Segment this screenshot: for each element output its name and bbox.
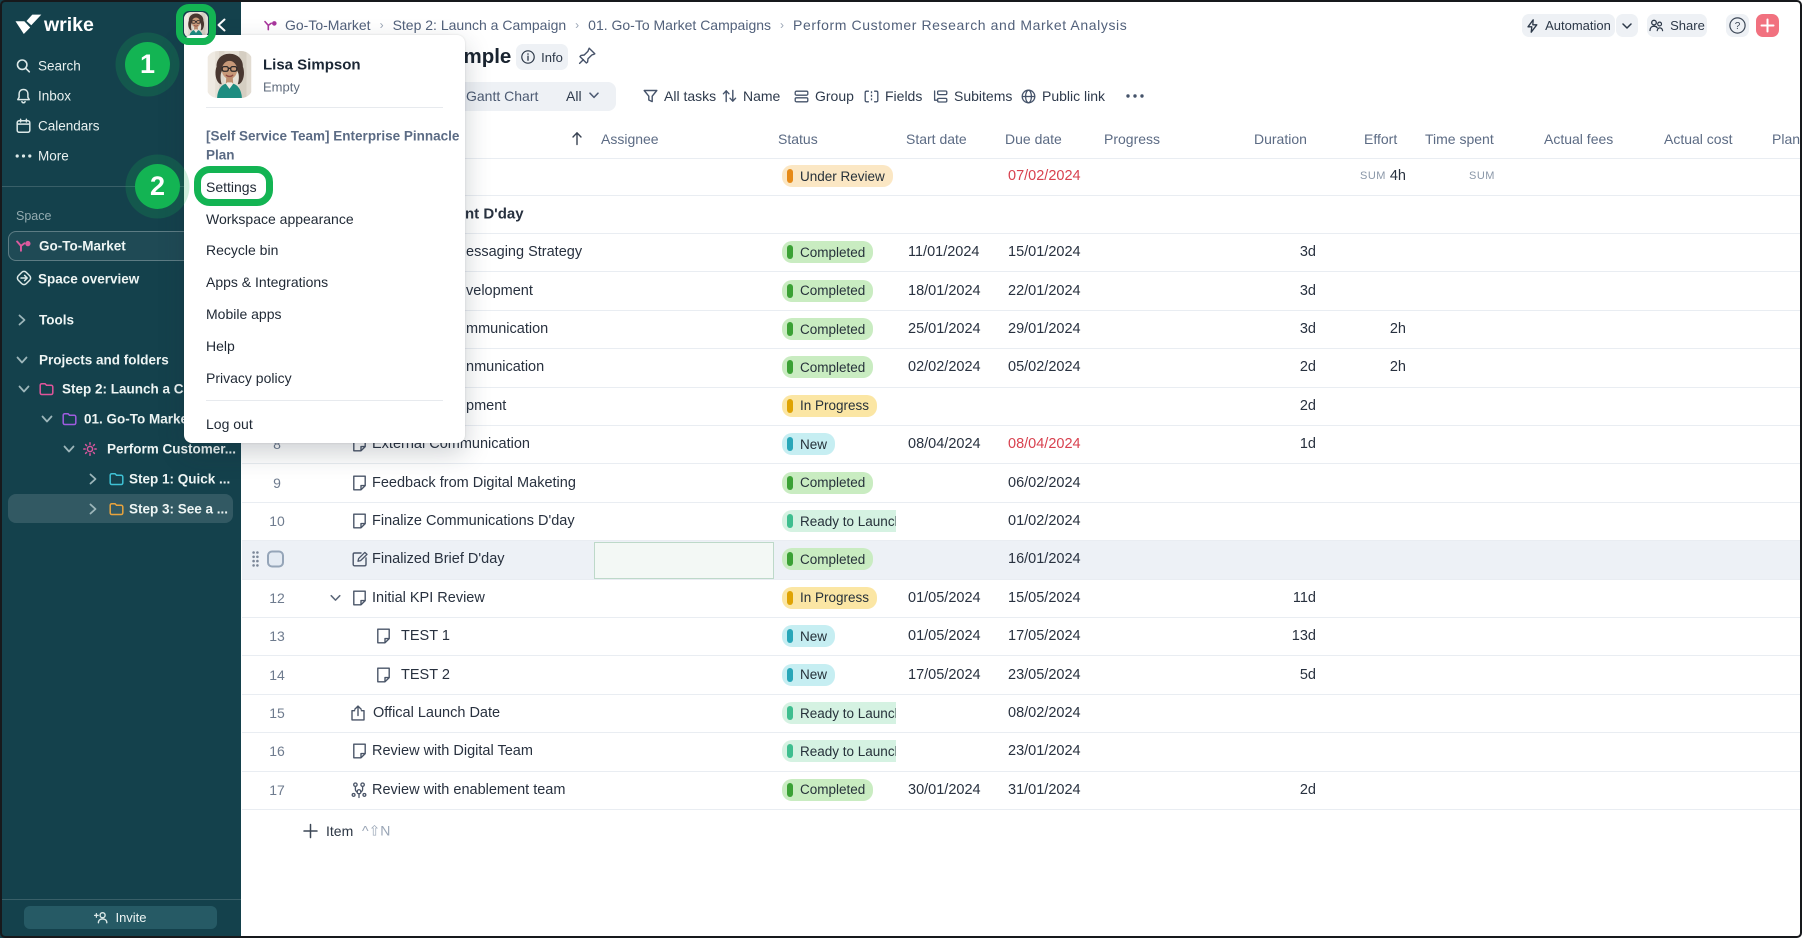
- svg-text:?: ?: [1735, 21, 1741, 32]
- svg-text:wrike: wrike: [43, 14, 94, 36]
